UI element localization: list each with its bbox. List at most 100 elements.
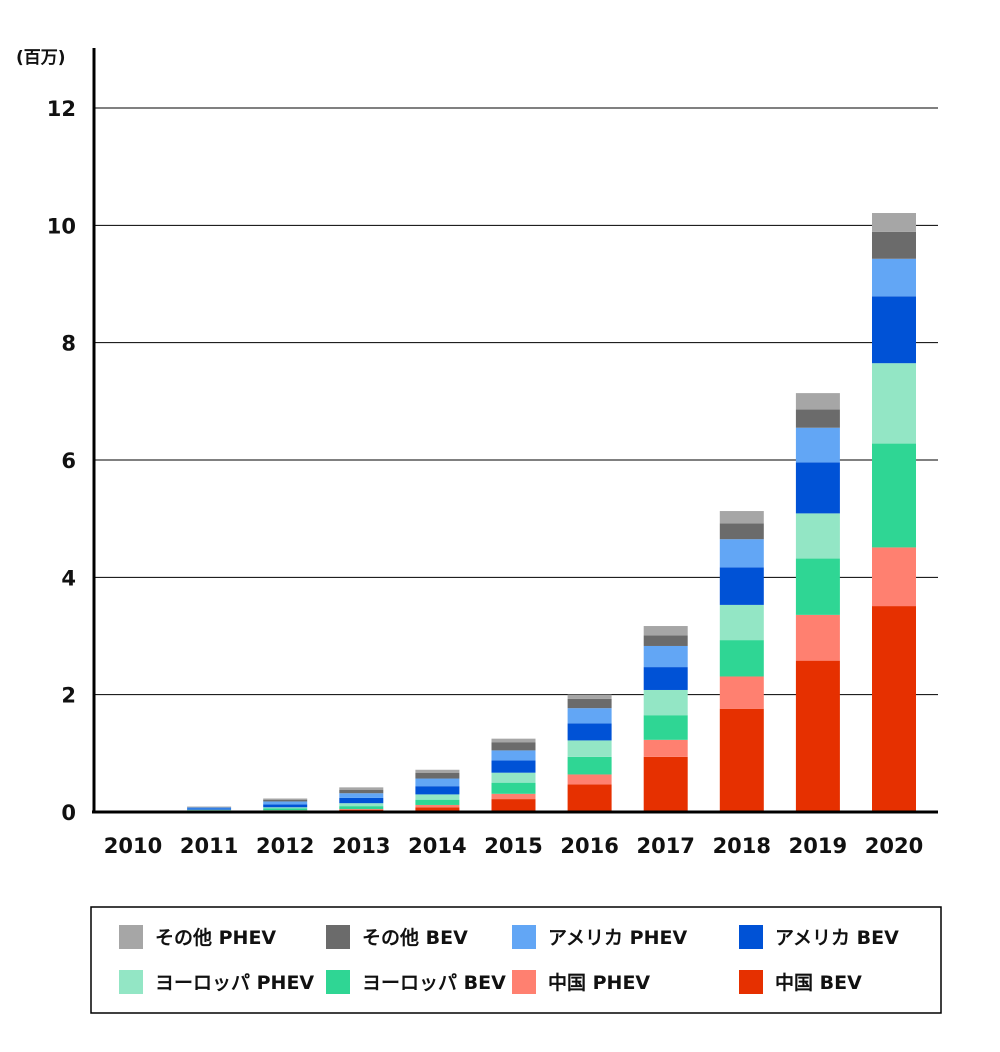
bar-segment — [415, 799, 460, 805]
legend-label: ヨーロッパ BEV — [362, 972, 506, 994]
bar-segment — [263, 804, 308, 808]
bar-segment — [339, 809, 384, 810]
bar-segment — [415, 807, 460, 812]
bar-segment — [795, 614, 840, 661]
bar-segment — [719, 539, 764, 568]
x-tick-label: 2011 — [180, 834, 238, 858]
x-tick-label: 2018 — [713, 834, 771, 858]
bar-segment — [872, 213, 916, 232]
bar-segment — [872, 547, 916, 607]
bar-segment — [339, 793, 384, 798]
legend-swatch — [512, 970, 536, 994]
bar-segment — [187, 806, 232, 808]
y-tick-label: 10 — [47, 214, 76, 238]
y-tick-label: 2 — [61, 684, 76, 708]
legend-swatch — [512, 925, 536, 949]
legend-label: 中国 PHEV — [548, 971, 650, 994]
bar-segment — [719, 567, 764, 605]
bar-segment — [339, 806, 384, 810]
x-tick-label: 2010 — [104, 834, 162, 858]
x-tick-label: 2019 — [789, 834, 847, 858]
bar-segment — [415, 786, 460, 795]
bar-segment — [415, 778, 460, 787]
bar-segment — [415, 772, 460, 779]
bar-segment — [719, 708, 764, 812]
x-tick-label: 2016 — [560, 834, 618, 858]
x-tick-label: 2014 — [408, 834, 466, 858]
bar-segment — [263, 807, 308, 809]
bar-segment — [339, 789, 384, 794]
legend-label: その他 PHEV — [155, 926, 276, 949]
legend-label: 中国 BEV — [775, 971, 862, 994]
bar-segment — [795, 513, 840, 559]
legend-label: その他 BEV — [362, 926, 468, 949]
bar-segment — [795, 558, 840, 615]
y-tick-label: 0 — [61, 801, 76, 825]
bar-segment — [567, 694, 612, 699]
bar-segment — [872, 606, 916, 812]
bar-segment — [795, 393, 840, 410]
axes: (百万) — [16, 48, 938, 814]
bar-segment — [719, 604, 764, 641]
legend-label: ヨーロッパ PHEV — [155, 972, 314, 994]
bar-segment — [719, 523, 764, 540]
legend-frame — [90, 906, 942, 1014]
bar-segment — [339, 787, 384, 790]
bar-segment — [187, 807, 232, 809]
bar-segment — [263, 801, 308, 805]
bar-segment — [643, 667, 688, 690]
bar-segment — [491, 760, 536, 773]
bar-segment — [491, 793, 536, 800]
y-tick-label: 6 — [61, 449, 76, 473]
x-tick-label: 2017 — [636, 834, 694, 858]
bar-segment — [872, 363, 916, 444]
bar-segment — [872, 231, 916, 259]
bar-segment — [339, 803, 384, 807]
bar-segment — [567, 723, 612, 741]
y-tick-label: 8 — [61, 332, 76, 356]
bars — [187, 213, 916, 812]
bar-segment — [643, 645, 688, 668]
bar-segment — [643, 635, 688, 646]
x-tick-label: 2015 — [484, 834, 542, 858]
x-tick-label: 2020 — [865, 834, 923, 858]
legend-label: アメリカ BEV — [775, 927, 899, 949]
bar-segment — [719, 640, 764, 677]
bar-segment — [719, 511, 764, 524]
bar-segment — [872, 443, 916, 548]
y-axis-unit-label: (百万) — [16, 48, 66, 68]
bar-segment — [643, 689, 688, 716]
bar-segment — [187, 808, 232, 810]
bar-segment — [567, 708, 612, 724]
legend-swatch — [326, 970, 350, 994]
bar-segment — [567, 774, 612, 785]
bar-segment — [263, 799, 308, 802]
bar-segment — [795, 427, 840, 463]
bar-segment — [491, 750, 536, 761]
bar-segment — [491, 772, 536, 783]
bar-segment — [339, 797, 384, 804]
bar-segment — [263, 808, 308, 811]
legend-swatch — [119, 925, 143, 949]
bar-segment — [567, 740, 612, 757]
x-tick-label: 2013 — [332, 834, 390, 858]
x-tick-label: 2012 — [256, 834, 314, 858]
bar-segment — [567, 784, 612, 812]
bar-segment — [719, 676, 764, 709]
bar-segment — [491, 738, 536, 743]
legend: その他 PHEV その他 BEV アメリカ PHEV アメリカ BEV ヨーロッパ PH… — [90, 906, 942, 1014]
bar-segment — [643, 739, 688, 757]
bar-segment — [643, 715, 688, 740]
bar-segment — [795, 409, 840, 428]
bar-segment — [415, 794, 460, 800]
bar-segment — [491, 742, 536, 751]
bar-segment — [567, 756, 612, 775]
bar-segment — [263, 798, 308, 800]
bar-segment — [491, 782, 536, 794]
bar-segment — [643, 756, 688, 812]
bar-segment — [491, 799, 536, 812]
bar-segment — [872, 296, 916, 364]
legend-swatch — [326, 925, 350, 949]
bar-segment — [567, 698, 612, 709]
